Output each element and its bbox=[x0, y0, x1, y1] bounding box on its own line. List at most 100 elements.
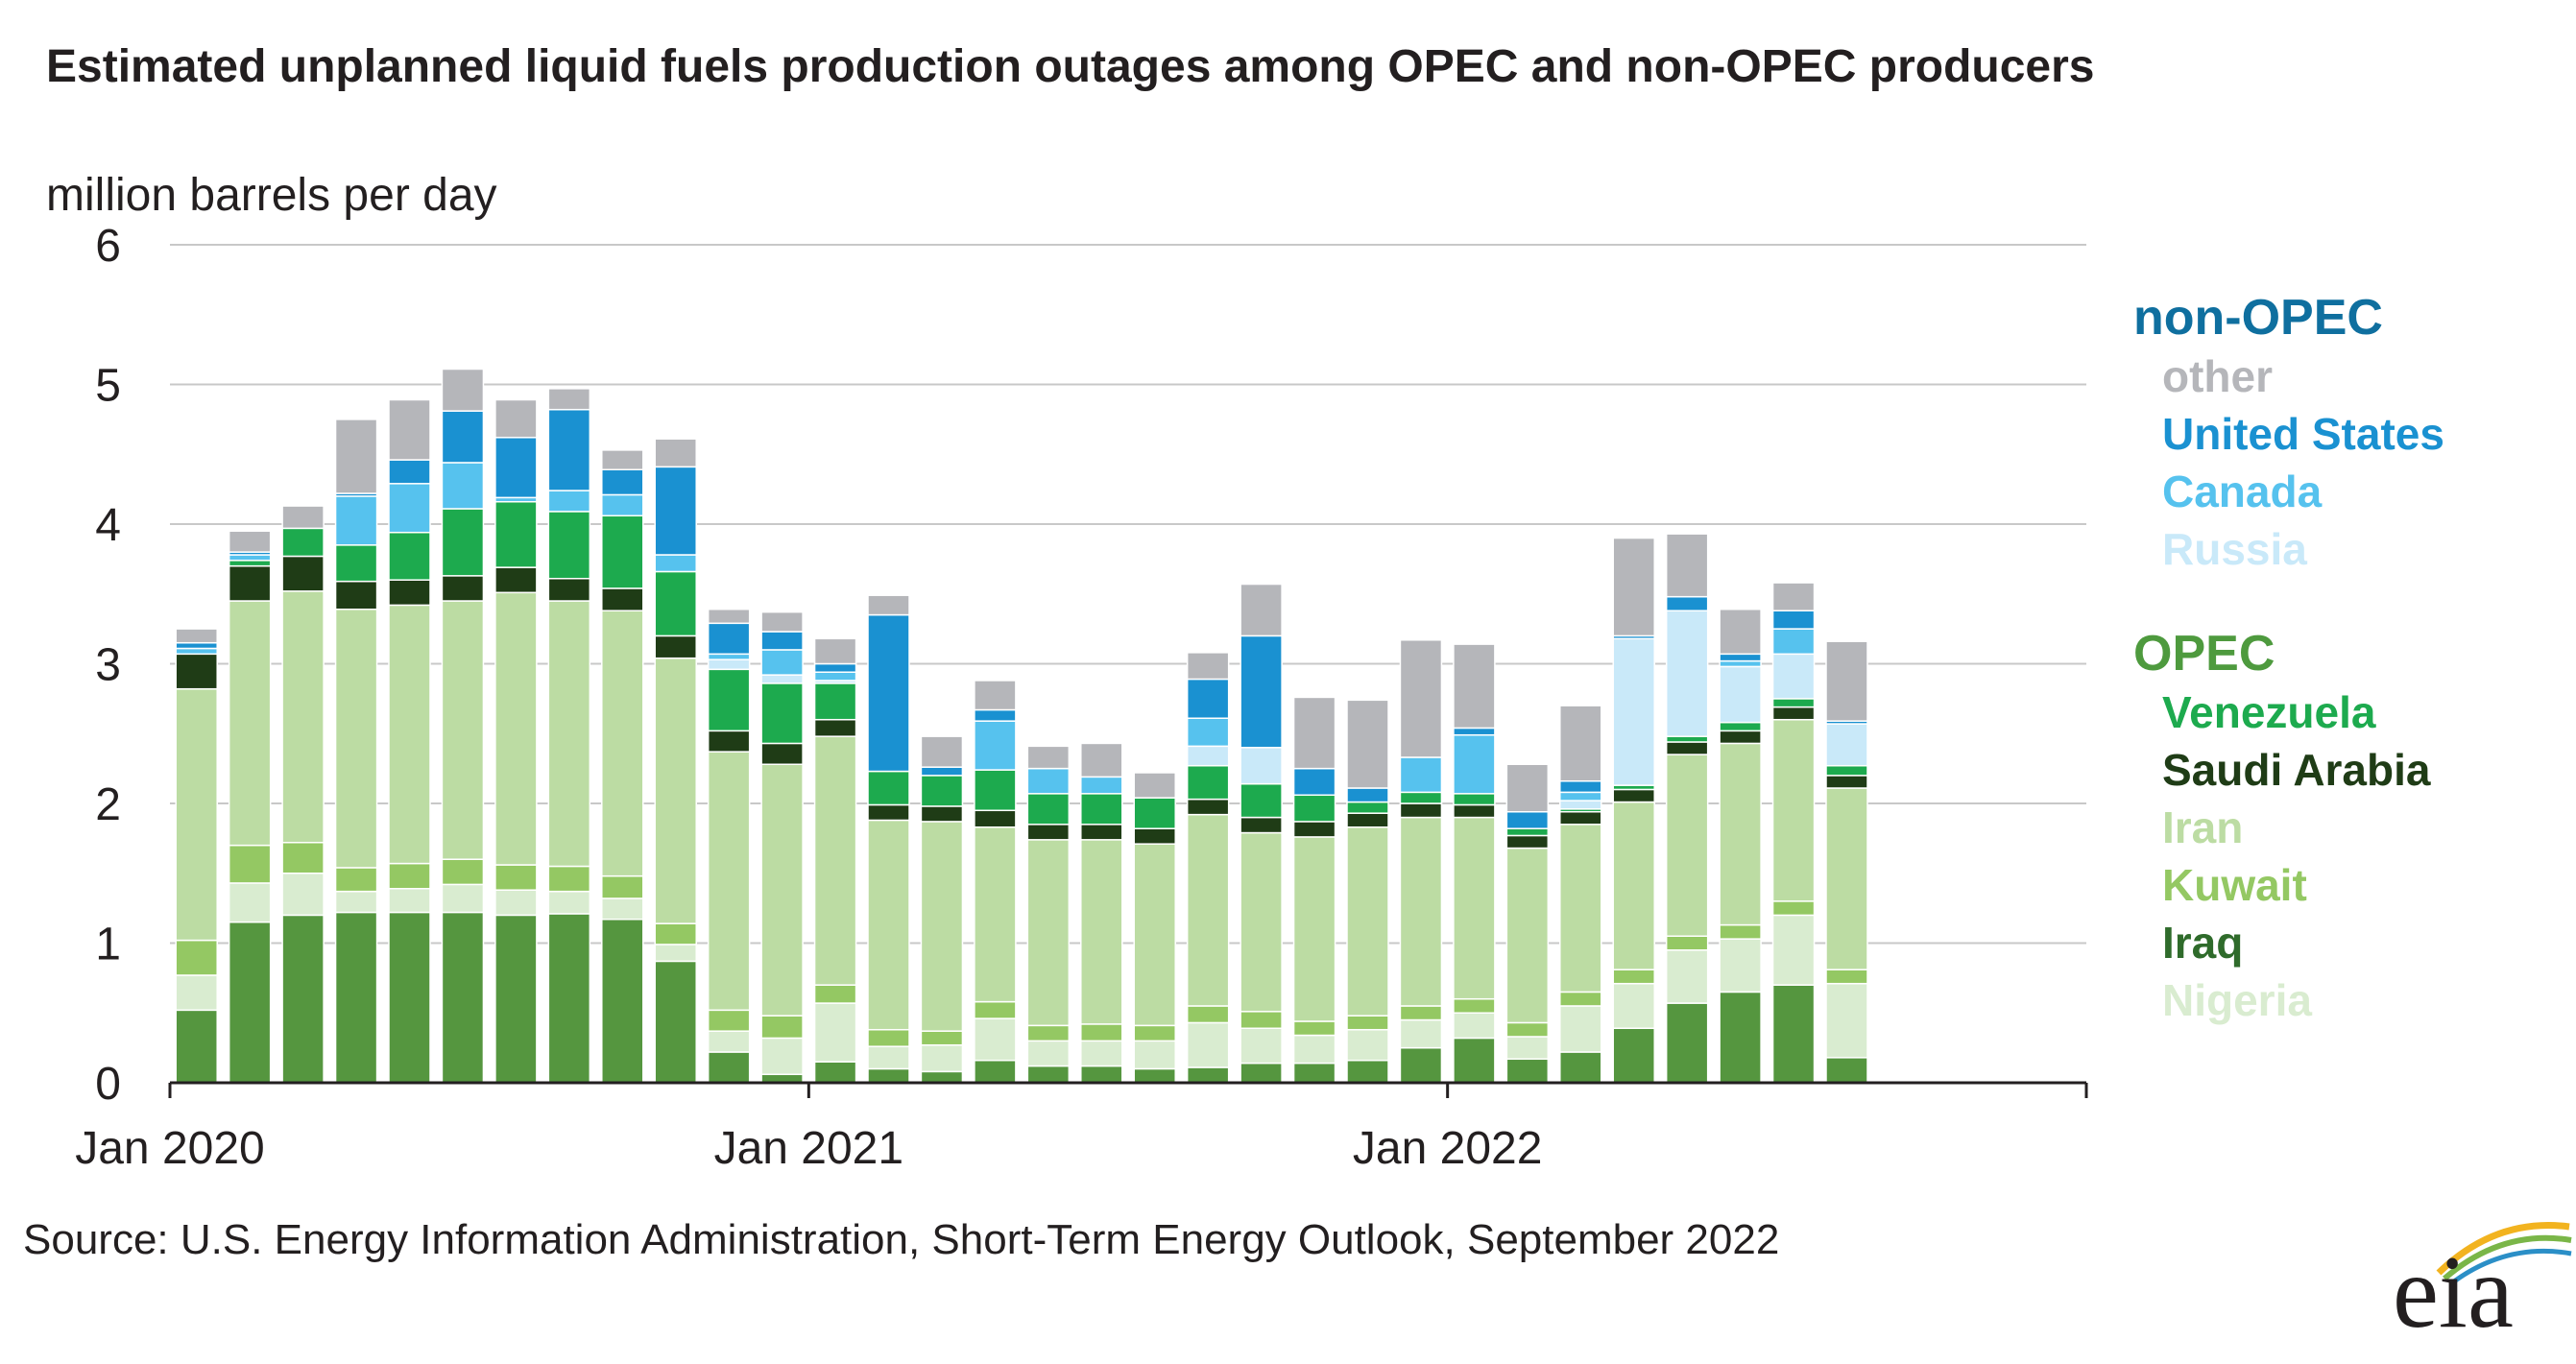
bar-segment-nigeria bbox=[1453, 1012, 1496, 1040]
bar-segment-other bbox=[920, 735, 964, 768]
bar-segment-russia bbox=[760, 674, 804, 684]
bar-segment-iraq bbox=[1665, 1002, 1709, 1084]
bar-segment-united-states bbox=[441, 410, 485, 464]
bar-segment-iraq bbox=[1399, 1046, 1443, 1084]
bar-segment-kuwait bbox=[1505, 1021, 1550, 1038]
bar-segment-other bbox=[1240, 583, 1283, 637]
bar-segment-nigeria bbox=[974, 1017, 1017, 1062]
bar-segment-kuwait bbox=[867, 1028, 910, 1047]
bar-segment-russia bbox=[1825, 723, 1868, 767]
bar-segment-canada bbox=[1186, 717, 1230, 748]
bar-segment-united-states bbox=[867, 613, 910, 773]
bar-segment-united-states bbox=[1240, 634, 1283, 749]
bar-segment-kuwait bbox=[1453, 997, 1496, 1014]
bar-segment-saudi-arabia bbox=[920, 805, 964, 823]
legend-item-kuwait: Kuwait bbox=[2162, 860, 2307, 910]
bar-segment-iran bbox=[1026, 839, 1071, 1027]
y-tick-label: 1 bbox=[95, 920, 121, 970]
bar-segment-nigeria bbox=[334, 890, 378, 914]
bar-segment-saudi-arabia bbox=[601, 587, 644, 611]
bar-segment-nigeria bbox=[547, 890, 591, 915]
bar-segment-saudi-arabia bbox=[1186, 798, 1230, 816]
bar-segment-kuwait bbox=[974, 1000, 1017, 1019]
bar-segment-iraq bbox=[867, 1067, 910, 1084]
bar-segment-russia bbox=[1240, 747, 1283, 785]
bar-segment-united-states bbox=[547, 408, 591, 491]
bar-segment-nigeria bbox=[1026, 1040, 1071, 1067]
bar-segment-venezuela bbox=[1825, 764, 1868, 777]
bar-segment-kuwait bbox=[760, 1015, 804, 1040]
bar-segment-other bbox=[441, 368, 485, 412]
bar-segment-venezuela bbox=[1771, 698, 1816, 708]
bar-segment-russia bbox=[1665, 610, 1709, 737]
bar-segment-united-states bbox=[1453, 727, 1496, 736]
bar-segment-venezuela bbox=[281, 527, 325, 558]
bar-segment-kuwait bbox=[1665, 935, 1709, 951]
bar-segment-kuwait bbox=[1292, 1020, 1336, 1037]
bar-segment-nigeria bbox=[441, 883, 485, 914]
bar-segment-kuwait bbox=[813, 984, 857, 1004]
bar-segment-iran bbox=[760, 763, 804, 1017]
bar-segment-kuwait bbox=[1719, 923, 1762, 940]
bar-segment-canada bbox=[654, 554, 697, 573]
bar-segment-nigeria bbox=[867, 1045, 910, 1070]
bar-segment-iran bbox=[281, 590, 325, 844]
y-tick-label: 6 bbox=[95, 221, 121, 272]
bar-segment-saudi-arabia bbox=[388, 579, 431, 607]
bar-segment-united-states bbox=[1771, 610, 1816, 630]
gridlines bbox=[170, 244, 2086, 945]
bar-segment-other bbox=[334, 419, 378, 494]
bar-segment-other bbox=[175, 628, 218, 644]
bar-segment-united-states bbox=[1505, 810, 1550, 829]
bar-segment-saudi-arabia bbox=[494, 566, 538, 594]
bar-segment-canada bbox=[175, 647, 218, 656]
bar-segment-venezuela bbox=[547, 511, 591, 580]
bar-segment-saudi-arabia bbox=[1292, 821, 1336, 838]
bar-segment-iraq bbox=[228, 921, 272, 1084]
bar-segment-saudi-arabia bbox=[1559, 810, 1602, 826]
bar-segment-nigeria bbox=[920, 1043, 964, 1073]
bar-segment-iraq bbox=[1559, 1051, 1602, 1084]
bar-segment-iran bbox=[175, 687, 218, 942]
bar-segment-iran bbox=[1133, 843, 1176, 1027]
bar-segment-kuwait bbox=[1825, 969, 1868, 985]
bar-segment-iran bbox=[813, 735, 857, 986]
bar-segment-nigeria bbox=[1825, 982, 1868, 1059]
bar-segment-saudi-arabia bbox=[1026, 824, 1071, 841]
bar-segment-canada bbox=[1719, 659, 1762, 668]
bar-segment-venezuela bbox=[707, 668, 751, 732]
bar-segment-united-states bbox=[601, 468, 644, 496]
bar-segment-saudi-arabia bbox=[1080, 824, 1123, 841]
legend-item-united-states: United States bbox=[2162, 409, 2444, 459]
bar-segment-canada bbox=[1771, 628, 1816, 656]
bars bbox=[175, 368, 1868, 1084]
bar-segment-united-states bbox=[1719, 653, 1762, 662]
bar-segment-other bbox=[1559, 705, 1602, 782]
bar-segment-nigeria bbox=[1133, 1040, 1176, 1070]
bar-segment-other bbox=[760, 610, 804, 633]
bar-segment-iran bbox=[1719, 742, 1762, 926]
bar-segment-iraq bbox=[388, 911, 431, 1084]
bar-segment-other bbox=[281, 505, 325, 530]
bar-segment-kuwait bbox=[334, 867, 378, 893]
bar-segment-canada bbox=[388, 483, 431, 534]
bar-segment-united-states bbox=[707, 622, 751, 656]
bar-segment-russia bbox=[1612, 637, 1655, 786]
bar-segment-iraq bbox=[920, 1070, 964, 1084]
bar-segment-saudi-arabia bbox=[1399, 802, 1443, 819]
bar-segment-united-states bbox=[1559, 779, 1602, 794]
bar-segment-other bbox=[1612, 537, 1655, 637]
bar-segment-kuwait bbox=[1771, 900, 1816, 917]
bar-segment-iran bbox=[1453, 816, 1496, 1000]
bar-segment-nigeria bbox=[1292, 1034, 1336, 1065]
bar-segment-venezuela bbox=[388, 531, 431, 581]
bar-segment-venezuela bbox=[1665, 735, 1709, 743]
bar-segment-iraq bbox=[547, 913, 591, 1084]
x-axis-ticks: Jan 2020 Jan 2021 Jan 2022 bbox=[75, 1123, 1542, 1174]
legend-item-russia: Russia bbox=[2162, 524, 2307, 574]
bar-segment-iran bbox=[1346, 826, 1389, 1017]
legend-item-iraq: Iraq bbox=[2162, 918, 2244, 968]
bar-segment-iraq bbox=[1080, 1065, 1123, 1084]
bar-segment-kuwait bbox=[1612, 969, 1655, 985]
bar-segment-united-states bbox=[760, 631, 804, 651]
